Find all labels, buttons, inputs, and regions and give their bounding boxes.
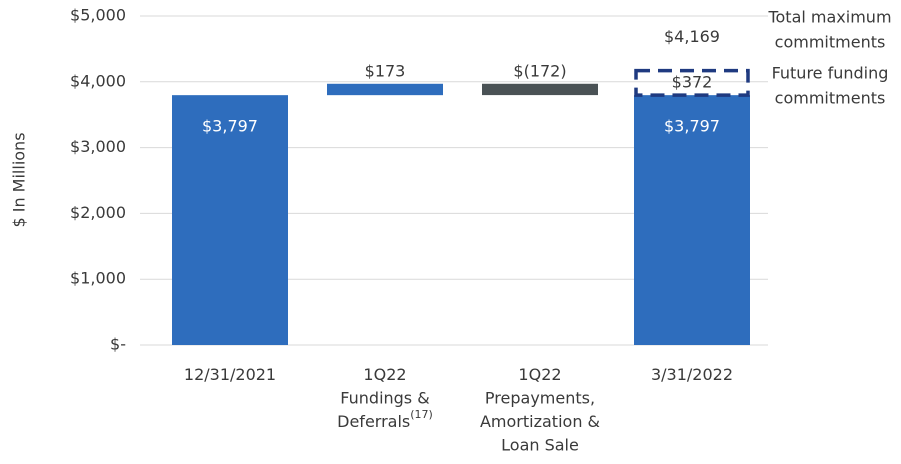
bar bbox=[482, 83, 598, 96]
annotation: commitments bbox=[775, 33, 886, 52]
y-tick-label: $3,000 bbox=[70, 137, 126, 156]
x-tick-label: Amortization & bbox=[480, 412, 600, 431]
y-axis-title: $ In Millions bbox=[10, 132, 29, 227]
footnote-mark: (17) bbox=[410, 408, 433, 421]
x-tick-label-line: Amortization & bbox=[480, 412, 600, 431]
value-label: $3,797 bbox=[664, 117, 720, 136]
x-tick-label-line: 12/31/2021 bbox=[184, 365, 276, 384]
x-tick-label: Deferrals(17) bbox=[337, 408, 433, 431]
x-tick-label: 1Q22 bbox=[363, 365, 406, 384]
x-tick-label-line: Deferrals bbox=[337, 412, 410, 431]
x-tick-label: Prepayments, bbox=[485, 388, 595, 407]
y-tick-label: $- bbox=[110, 335, 126, 354]
annotation: Future funding bbox=[772, 64, 889, 83]
value-label: $3,797 bbox=[202, 117, 258, 136]
value-label: $173 bbox=[365, 61, 406, 80]
x-tick-label: Fundings & bbox=[340, 388, 429, 407]
x-tick-label: Loan Sale bbox=[501, 435, 579, 454]
x-tick-label-line: Loan Sale bbox=[501, 435, 579, 454]
y-tick-label: $5,000 bbox=[70, 6, 126, 25]
y-tick-label: $1,000 bbox=[70, 269, 126, 288]
x-tick-label-line: 1Q22 bbox=[518, 365, 561, 384]
total-label: $4,169 bbox=[664, 27, 720, 46]
annotation: commitments bbox=[775, 89, 886, 108]
y-tick-label: $2,000 bbox=[70, 203, 126, 222]
bar bbox=[634, 95, 750, 345]
bar bbox=[172, 95, 288, 345]
x-tick-label: 1Q22 bbox=[518, 365, 561, 384]
x-tick-label-line: Fundings & bbox=[340, 388, 429, 407]
annotation: Total maximum bbox=[767, 8, 891, 27]
x-tick-label: 3/31/2022 bbox=[651, 365, 733, 384]
value-label: $(172) bbox=[513, 61, 566, 80]
bar bbox=[327, 83, 443, 96]
x-tick-label-line: Prepayments, bbox=[485, 388, 595, 407]
x-tick-label: 12/31/2021 bbox=[184, 365, 276, 384]
x-tick-label-line: 1Q22 bbox=[363, 365, 406, 384]
y-tick-label: $4,000 bbox=[70, 71, 126, 90]
future-funding-box bbox=[634, 68, 750, 97]
x-tick-label-line: 3/31/2022 bbox=[651, 365, 733, 384]
future-funding-label: $372 bbox=[672, 72, 713, 91]
